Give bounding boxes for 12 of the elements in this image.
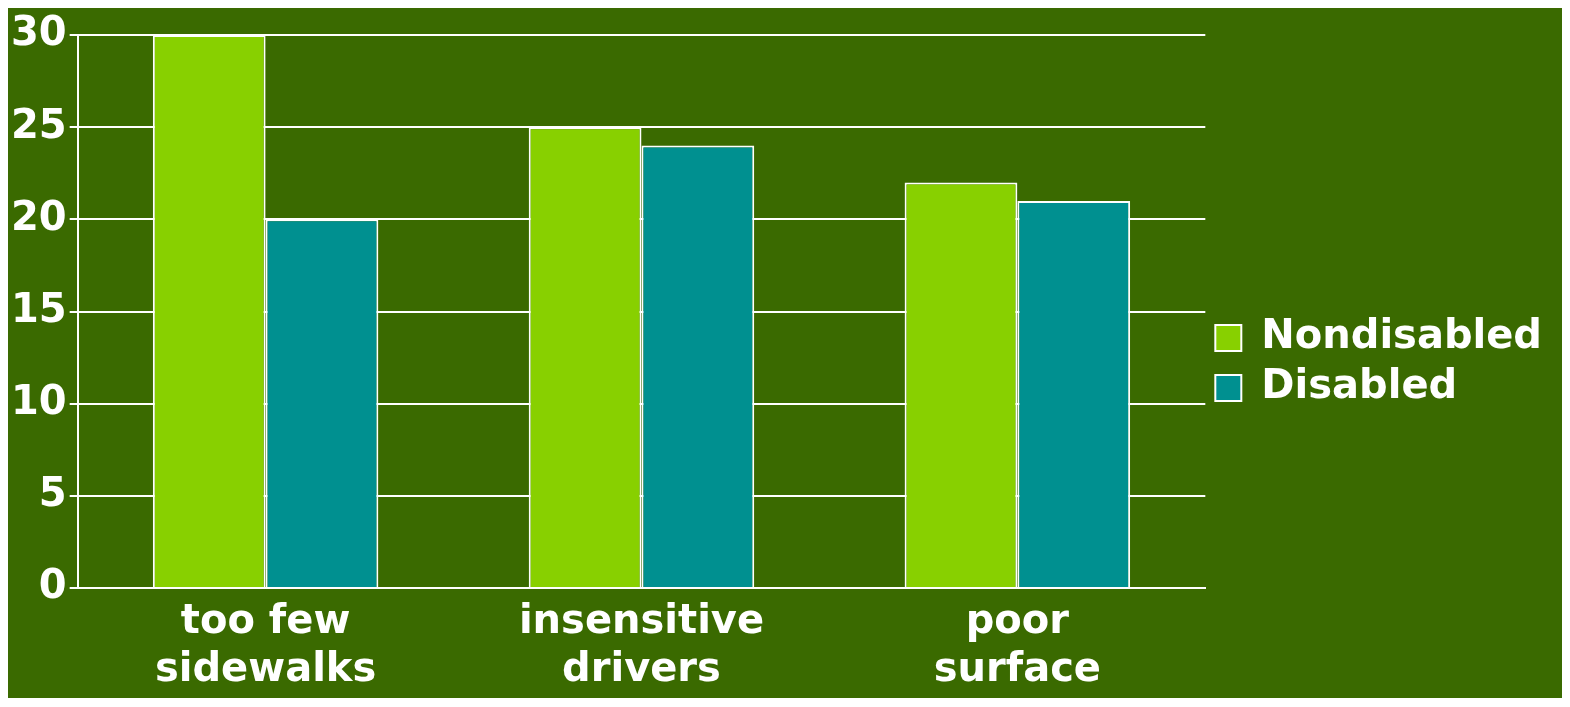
y-tick-label: 20 — [10, 192, 67, 239]
x-tick-label: insensitive drivers — [518, 596, 765, 691]
y-tick-label: 25 — [10, 100, 67, 147]
y-tick-label: 15 — [10, 284, 67, 331]
x-tick-label: poor surface — [933, 596, 1101, 691]
x-tick-label: too few sidewalks — [154, 596, 377, 691]
y-tick-label: 0 — [38, 561, 67, 608]
y-tick-label: 5 — [38, 469, 67, 516]
legend-label: Nondisabled — [1261, 311, 1542, 358]
y-tick-label: 10 — [10, 377, 67, 424]
legend-label: Disabled — [1261, 361, 1458, 408]
y-tick-label: 30 — [10, 8, 67, 55]
